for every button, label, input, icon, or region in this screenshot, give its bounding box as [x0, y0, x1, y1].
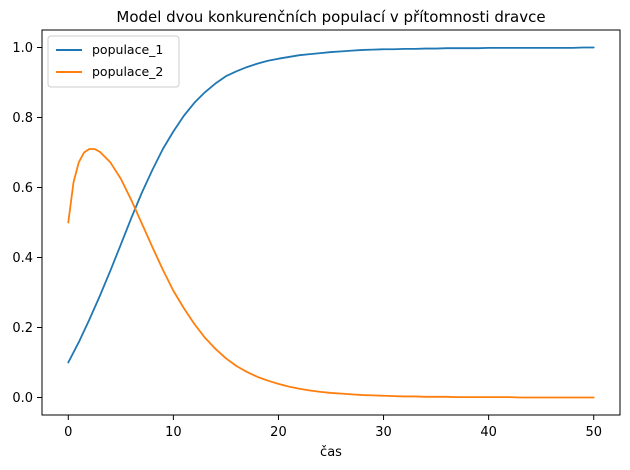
x-tick-label: 50	[585, 425, 602, 440]
axes-frame	[41, 29, 621, 416]
x-tick-label: 0	[64, 425, 72, 440]
series-layer	[67, 46, 595, 399]
legend-label-populace-2: populace_2	[92, 64, 163, 79]
y-tick-label: 0.8	[12, 111, 33, 126]
x-axis-title: čas	[320, 445, 342, 460]
y-tick-label: 1.0	[12, 41, 33, 56]
series-line-populace-1	[67, 46, 595, 364]
legend: populace_1 populace_2	[47, 35, 180, 88]
plot-area: 0 10 20 30 40 50 0.0 0.2 0.4 0.6 0.8 1.0	[12, 29, 621, 440]
y-tick-label: 0.2	[12, 321, 33, 336]
x-tick-label: 30	[375, 425, 392, 440]
y-axis-ticks: 0.0 0.2 0.4 0.6 0.8 1.0	[12, 41, 42, 406]
y-tick-label: 0.4	[12, 251, 33, 266]
x-tick-label: 20	[270, 425, 287, 440]
y-tick-label: 0.0	[12, 391, 33, 406]
legend-frame	[47, 35, 180, 88]
series-line-populace-2	[67, 148, 595, 399]
x-tick-label: 40	[480, 425, 497, 440]
x-tick-label: 10	[165, 425, 182, 440]
chart-title: Model dvou konkurenčních populací v přít…	[116, 8, 545, 26]
legend-label-populace-1: populace_1	[92, 42, 163, 57]
y-tick-label: 0.6	[12, 181, 33, 196]
x-axis-ticks: 0 10 20 30 40 50	[64, 415, 602, 440]
